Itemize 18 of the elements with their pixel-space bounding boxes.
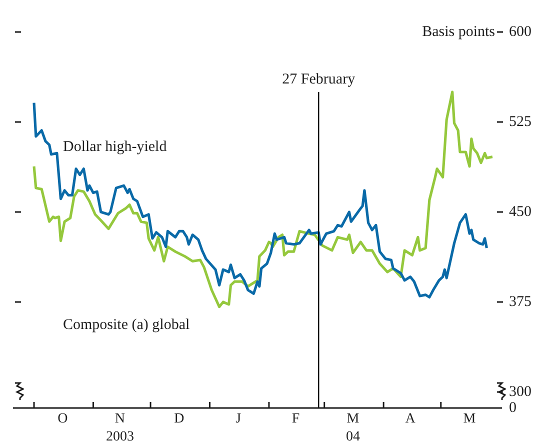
- text: 0: [509, 400, 516, 416]
- y2-tick-label: 300: [509, 384, 532, 400]
- ref-line-label: 27 February: [282, 71, 356, 88]
- y2-tick-label: 525: [509, 114, 532, 130]
- x-tick-label: O: [58, 412, 68, 427]
- x-tick-label: M: [463, 412, 476, 427]
- y2-tick-label: 450: [509, 204, 532, 220]
- y2-axis-title: Basis points: [422, 24, 496, 40]
- x-tick-label: D: [174, 412, 184, 427]
- x-tick-label: N 2003: [106, 412, 134, 444]
- x-tick-label: J: [236, 412, 242, 427]
- x-tick-label: A: [405, 412, 416, 427]
- y2-tick-label: 600: [509, 24, 532, 40]
- series-label: Dollar high-yield: [63, 138, 168, 155]
- y2-tick-label: 375: [509, 294, 532, 310]
- x-tick-label: F: [292, 412, 300, 427]
- x-tick-label: M 04: [346, 412, 360, 444]
- text: Composite (a) global: [63, 316, 190, 333]
